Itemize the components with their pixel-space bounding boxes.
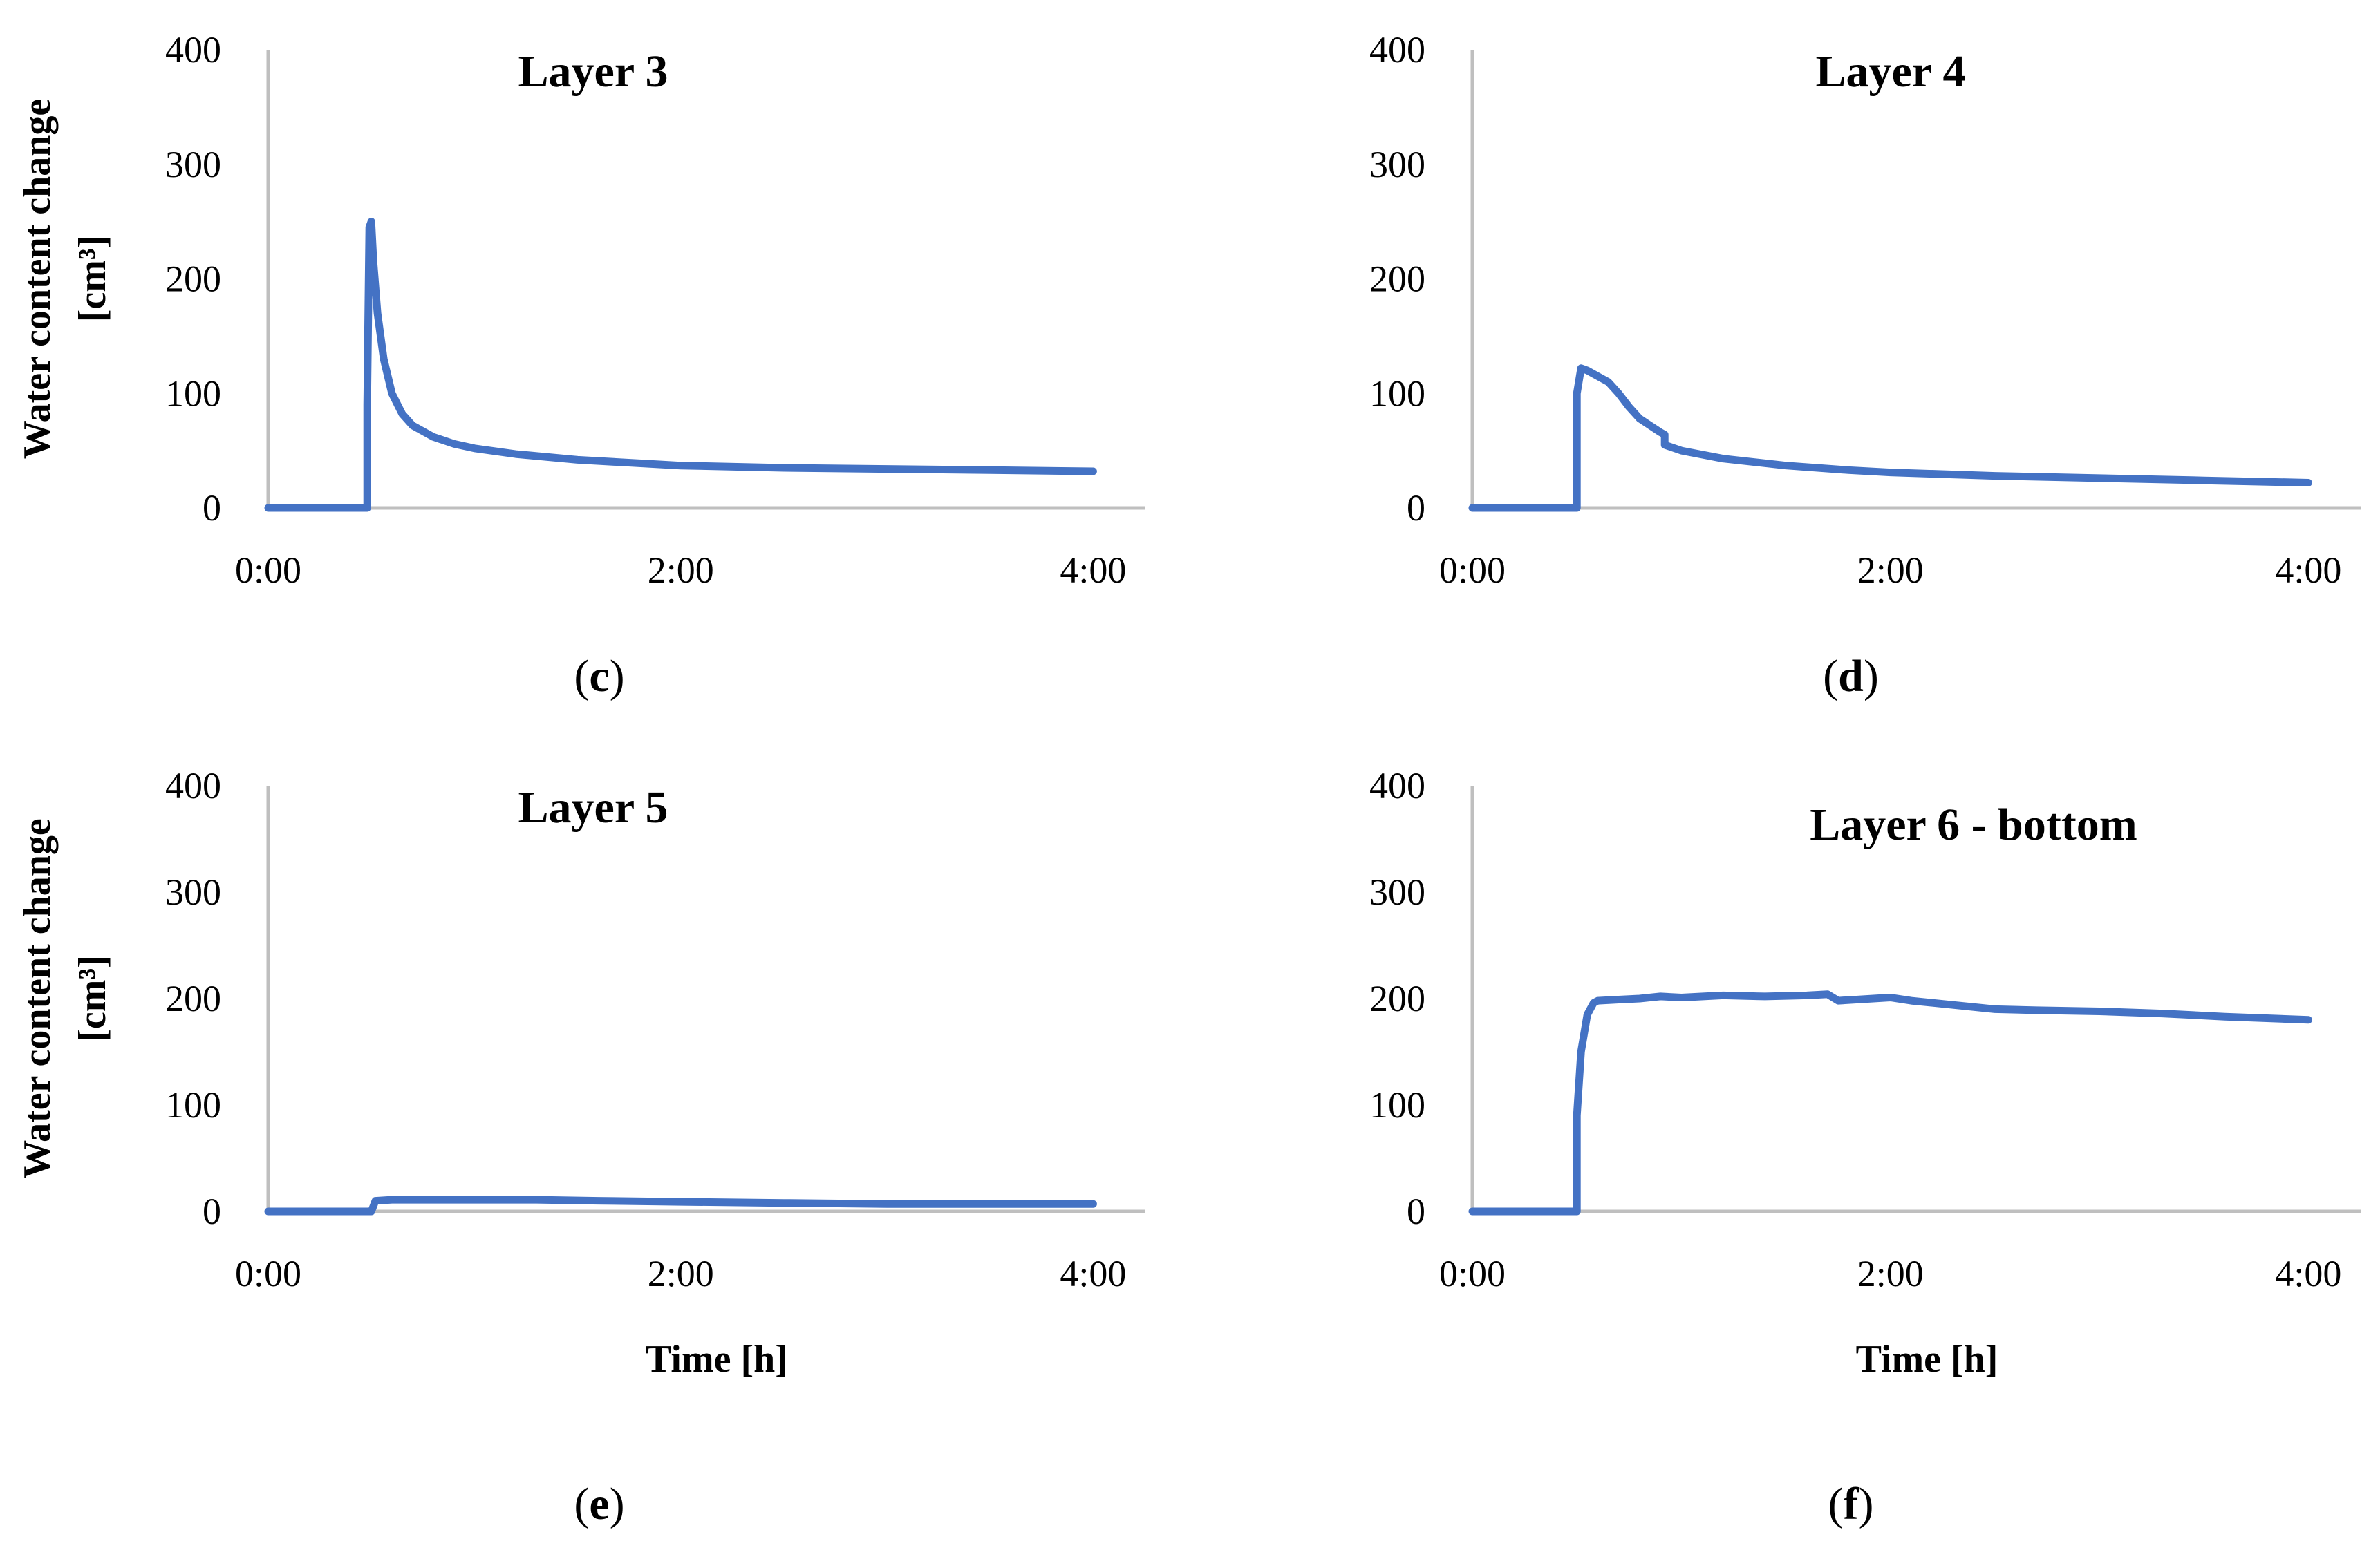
panel-caption: (f) (1828, 1479, 1874, 1529)
caption-open: ( (574, 1479, 589, 1529)
y-tick-label: 300 (1369, 144, 1425, 185)
caption-letter: d (1838, 651, 1864, 701)
x-tick-label: 0:00 (235, 549, 301, 591)
series-line (1468, 990, 2312, 1216)
y-tick-label: 400 (165, 29, 221, 70)
y-tick-label: 300 (1369, 871, 1425, 913)
chart-panel-e: 0 100 200 300 400 0:00 2:00 4:00 Layer 5 Water co… (16, 765, 1145, 1529)
caption-letter: f (1844, 1479, 1859, 1529)
chart-title: Layer 6 - bottom (1810, 800, 2137, 850)
y-tick-label: 400 (1369, 765, 1425, 806)
caption-close: ) (610, 651, 625, 701)
y-tick-label: 100 (165, 1084, 221, 1126)
y-tick-label: 300 (165, 871, 221, 913)
x-tick-label: 0:00 (1439, 1253, 1506, 1294)
y-tick-label: 0 (1407, 1191, 1425, 1232)
x-tick-label: 0:00 (235, 1253, 301, 1294)
y-axis-label: Water content change (16, 818, 59, 1179)
caption-letter: e (589, 1479, 609, 1529)
series-line (264, 218, 1097, 512)
y-tick-label: 0 (1407, 487, 1425, 529)
x-tick-label: 2:00 (1857, 549, 1924, 591)
chart-title: Layer 4 (1816, 46, 1966, 97)
caption-close: ) (610, 1479, 625, 1529)
x-tick-label: 2:00 (1857, 1253, 1924, 1294)
caption-open: ( (574, 651, 589, 701)
x-tick-label: 4:00 (1060, 549, 1126, 591)
y-tick-label: 100 (1369, 372, 1425, 414)
x-tick-label: 0:00 (1439, 549, 1506, 591)
panel-caption: (e) (574, 1479, 624, 1529)
x-tick-label: 4:00 (2275, 1253, 2341, 1294)
chart-title: Layer 5 (518, 782, 668, 833)
panel-caption: (d) (1823, 651, 1879, 701)
caption-open: ( (1823, 651, 1838, 701)
y-axis-unit-label: [cm³] (71, 955, 114, 1042)
y-tick-label: 200 (1369, 978, 1425, 1019)
y-tick-label: 0 (203, 487, 221, 529)
series-line (264, 1196, 1097, 1216)
x-axis-label: Time [h] (1856, 1338, 1998, 1381)
y-tick-label: 200 (165, 978, 221, 1019)
x-tick-label: 4:00 (1060, 1253, 1126, 1294)
x-tick-label: 4:00 (2275, 549, 2341, 591)
caption-close: ) (1864, 651, 1879, 701)
y-tick-label: 400 (1369, 29, 1425, 70)
chart-panel-f: 0 100 200 300 400 0:00 2:00 4:00 Layer 6 - botto… (1369, 765, 2361, 1529)
chart-panel-c: 0 100 200 300 400 0:00 2:00 4:00 Layer 3 Water co… (16, 29, 1145, 701)
y-axis-unit-label: [cm³] (71, 236, 114, 323)
caption-close: ) (1858, 1479, 1873, 1529)
caption-open: ( (1828, 1479, 1844, 1529)
y-tick-label: 100 (165, 372, 221, 414)
y-tick-label: 100 (1369, 1084, 1425, 1126)
x-tick-label: 2:00 (648, 549, 714, 591)
y-tick-label: 200 (1369, 258, 1425, 300)
chart-panel-d: 0 100 200 300 400 0:00 2:00 4:00 Layer 4 (d) (1369, 29, 2361, 701)
y-tick-label: 400 (165, 765, 221, 806)
caption-letter: c (589, 651, 609, 701)
panel-caption: (c) (574, 651, 624, 701)
x-axis-label: Time [h] (646, 1338, 788, 1381)
y-tick-label: 0 (203, 1191, 221, 1232)
x-tick-label: 2:00 (648, 1253, 714, 1294)
y-axis-label: Water content change (16, 99, 59, 460)
series-line (1468, 364, 2312, 512)
y-tick-label: 200 (165, 258, 221, 300)
y-tick-label: 300 (165, 144, 221, 185)
chart-title: Layer 3 (518, 46, 668, 97)
